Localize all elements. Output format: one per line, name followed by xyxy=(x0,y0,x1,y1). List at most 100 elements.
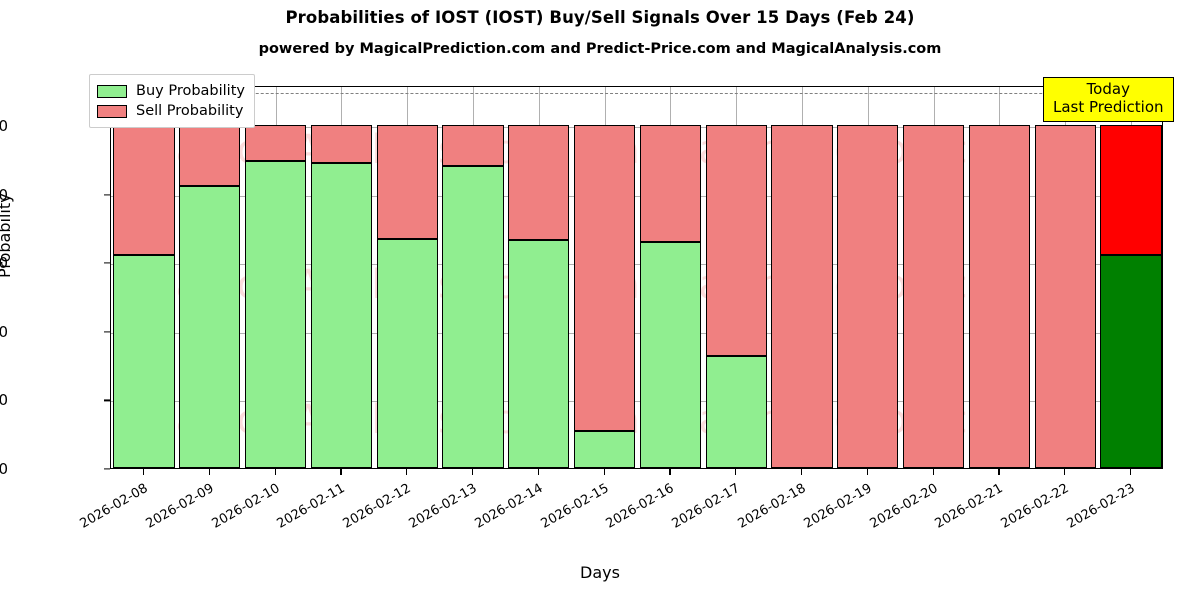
bar-segment-sell[interactable] xyxy=(1034,125,1096,468)
bar-segment-sell[interactable] xyxy=(376,125,438,240)
bar-day[interactable] xyxy=(705,125,767,468)
x-axis-tick-label: 2026-02-14 xyxy=(472,481,546,532)
x-axis-tick-mark xyxy=(603,469,605,475)
bar-day[interactable] xyxy=(179,125,241,468)
today-annotation-line2: Last Prediction xyxy=(1053,97,1164,116)
x-axis-tick-label: 2026-02-08 xyxy=(77,481,151,532)
bar-day[interactable] xyxy=(442,125,504,468)
x-axis-tick-mark xyxy=(669,469,671,475)
bar-day[interactable] xyxy=(244,125,307,468)
bar-segment-buy[interactable] xyxy=(705,355,767,468)
y-axis-tick-label: 80 xyxy=(0,185,8,204)
x-axis-tick-mark xyxy=(142,469,145,475)
today-annotation-line1: Today xyxy=(1086,80,1130,98)
chart-legend: Buy Probability Sell Probability xyxy=(89,74,255,128)
bar-segment-buy[interactable] xyxy=(179,186,241,468)
x-axis-tick-mark xyxy=(208,469,210,475)
x-axis-tick-label: 2026-02-12 xyxy=(340,481,414,532)
x-axis-tick-mark xyxy=(406,469,408,475)
bar-segment-buy[interactable] xyxy=(1100,255,1162,468)
x-axis-label: Days xyxy=(580,563,620,582)
y-axis-label: Probability xyxy=(0,193,14,278)
plot-area: MagicalAnalysis.comMagicalAnalysis.comMa… xyxy=(110,86,1163,469)
bar-segment-sell[interactable] xyxy=(442,125,504,167)
bar-segment-sell[interactable] xyxy=(837,125,899,468)
bar-segment-sell[interactable] xyxy=(573,125,636,432)
bar-day[interactable] xyxy=(837,125,899,468)
bar-segment-buy[interactable] xyxy=(508,239,570,468)
bar-segment-sell[interactable] xyxy=(179,125,241,187)
bar-day[interactable] xyxy=(771,125,833,468)
bar-day[interactable] xyxy=(903,125,965,468)
bar-segment-sell[interactable] xyxy=(968,125,1031,468)
legend-swatch-sell xyxy=(97,104,127,118)
bar-day[interactable] xyxy=(508,125,570,468)
y-axis-tick-label: 100 xyxy=(0,117,8,135)
legend-swatch-buy xyxy=(97,84,127,98)
x-axis-tick-label: 2026-02-22 xyxy=(998,481,1072,532)
y-axis-tick-label: 20 xyxy=(0,391,8,410)
x-axis-tick-mark xyxy=(801,469,803,475)
bar-segment-buy[interactable] xyxy=(310,163,372,468)
y-axis-tick-mark xyxy=(104,468,110,470)
x-axis-tick-mark xyxy=(340,469,342,475)
gridline-horizontal xyxy=(111,127,1162,128)
x-axis-tick-label: 2026-02-13 xyxy=(406,481,480,532)
gridline-horizontal xyxy=(111,401,1162,403)
legend-label-sell: Sell Probability xyxy=(136,103,244,119)
y-axis-tick-mark xyxy=(104,194,110,196)
bar-segment-buy[interactable] xyxy=(244,161,307,468)
bar-segment-sell[interactable] xyxy=(244,125,307,162)
today-annotation: Today Last Prediction xyxy=(1043,77,1174,123)
gridline-horizontal xyxy=(111,264,1162,266)
y-axis-tick-mark xyxy=(104,399,110,401)
x-axis-tick-label: 2026-02-18 xyxy=(735,481,809,532)
x-axis-tick-mark xyxy=(1130,469,1132,475)
x-axis-tick-mark xyxy=(274,469,276,475)
bar-day[interactable] xyxy=(376,125,438,468)
gridline-horizontal xyxy=(111,195,1162,197)
x-axis-tick-label: 2026-02-19 xyxy=(801,481,875,532)
legend-label-buy: Buy Probability xyxy=(136,83,245,99)
bar-day[interactable] xyxy=(968,125,1031,468)
bar-segment-sell[interactable] xyxy=(1100,125,1162,256)
threshold-line xyxy=(111,92,1162,94)
x-axis-tick-label: 2026-02-20 xyxy=(867,481,941,532)
y-axis-tick-label: 40 xyxy=(0,322,8,341)
y-axis-tick-label: 0 xyxy=(0,460,8,478)
bar-segment-buy[interactable] xyxy=(639,241,701,468)
x-axis-tick-label: 2026-02-23 xyxy=(1064,481,1138,532)
bar-segment-sell[interactable] xyxy=(113,125,175,255)
y-axis-tick-label: 60 xyxy=(0,254,8,273)
plot-inner: MagicalAnalysis.comMagicalAnalysis.comMa… xyxy=(111,87,1162,468)
x-axis-tick-label: 2026-02-16 xyxy=(603,481,677,532)
x-axis-tick-label: 2026-02-15 xyxy=(538,481,612,532)
x-axis-tick-label: 2026-02-17 xyxy=(669,481,743,532)
bar-segment-sell[interactable] xyxy=(705,125,767,356)
legend-item-sell[interactable]: Sell Probability xyxy=(97,101,245,121)
bar-segment-sell[interactable] xyxy=(508,125,570,240)
x-axis-tick-mark xyxy=(471,469,474,475)
bar-segment-sell[interactable] xyxy=(639,125,701,242)
x-axis-tick-mark xyxy=(932,469,934,475)
bar-segment-sell[interactable] xyxy=(771,125,833,468)
bar-day[interactable] xyxy=(113,125,175,468)
bar-segment-buy[interactable] xyxy=(573,431,636,468)
legend-item-buy[interactable]: Buy Probability xyxy=(97,81,245,101)
bar-today[interactable] xyxy=(1100,125,1162,468)
gridline-horizontal xyxy=(111,332,1162,334)
bar-segment-buy[interactable] xyxy=(113,254,175,468)
bar-segment-buy[interactable] xyxy=(442,166,504,468)
x-axis-tick-label: 2026-02-11 xyxy=(274,481,348,532)
bar-day[interactable] xyxy=(1034,125,1096,468)
x-axis-tick-mark xyxy=(1064,469,1066,475)
y-axis-tick-mark xyxy=(104,331,110,333)
bar-day[interactable] xyxy=(310,125,372,468)
bar-day[interactable] xyxy=(639,125,701,468)
bar-segment-sell[interactable] xyxy=(903,125,965,468)
bar-segment-buy[interactable] xyxy=(376,239,438,468)
chart-subtitle: powered by MagicalPrediction.com and Pre… xyxy=(258,41,942,57)
x-axis-tick-mark xyxy=(735,469,737,475)
bar-day[interactable] xyxy=(573,125,636,468)
bar-segment-sell[interactable] xyxy=(310,125,372,164)
